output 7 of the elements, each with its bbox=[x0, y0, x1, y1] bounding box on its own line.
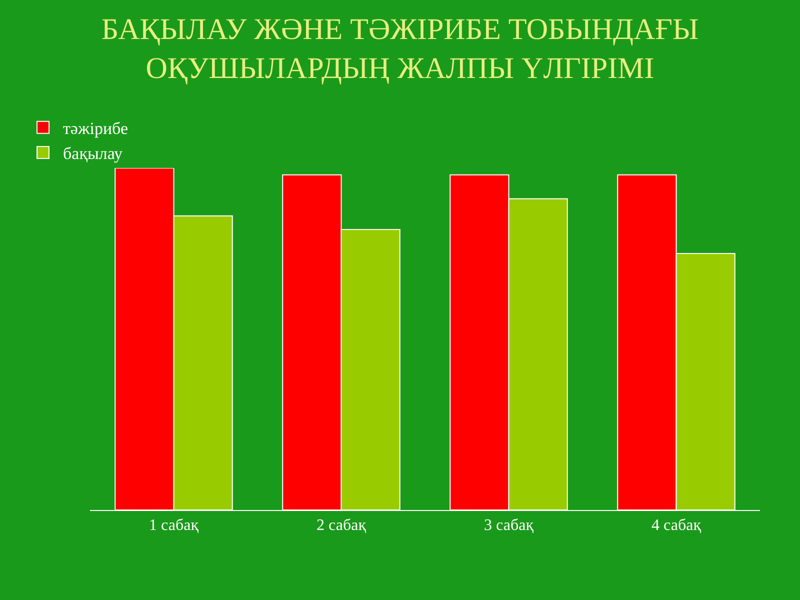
x-tick-label: 1 сабақ bbox=[149, 517, 199, 534]
x-tick-label: 3 сабақ bbox=[484, 517, 534, 534]
x-tick-label: 4 сабақ bbox=[652, 517, 702, 534]
legend-label: бақылау bbox=[63, 144, 124, 164]
chart-title: БАҚЫЛАУ ЖӘНЕ ТӘЖІРИБЕ ТОБЫНДАҒЫ ОҚУШЫЛАРДЫҢ ЖАЛПЫ ҮЛГІРІМІ bbox=[101, 13, 699, 85]
legend-label: тәжірибе bbox=[63, 119, 128, 138]
x-tick-label: 2 сабақ bbox=[316, 517, 366, 534]
